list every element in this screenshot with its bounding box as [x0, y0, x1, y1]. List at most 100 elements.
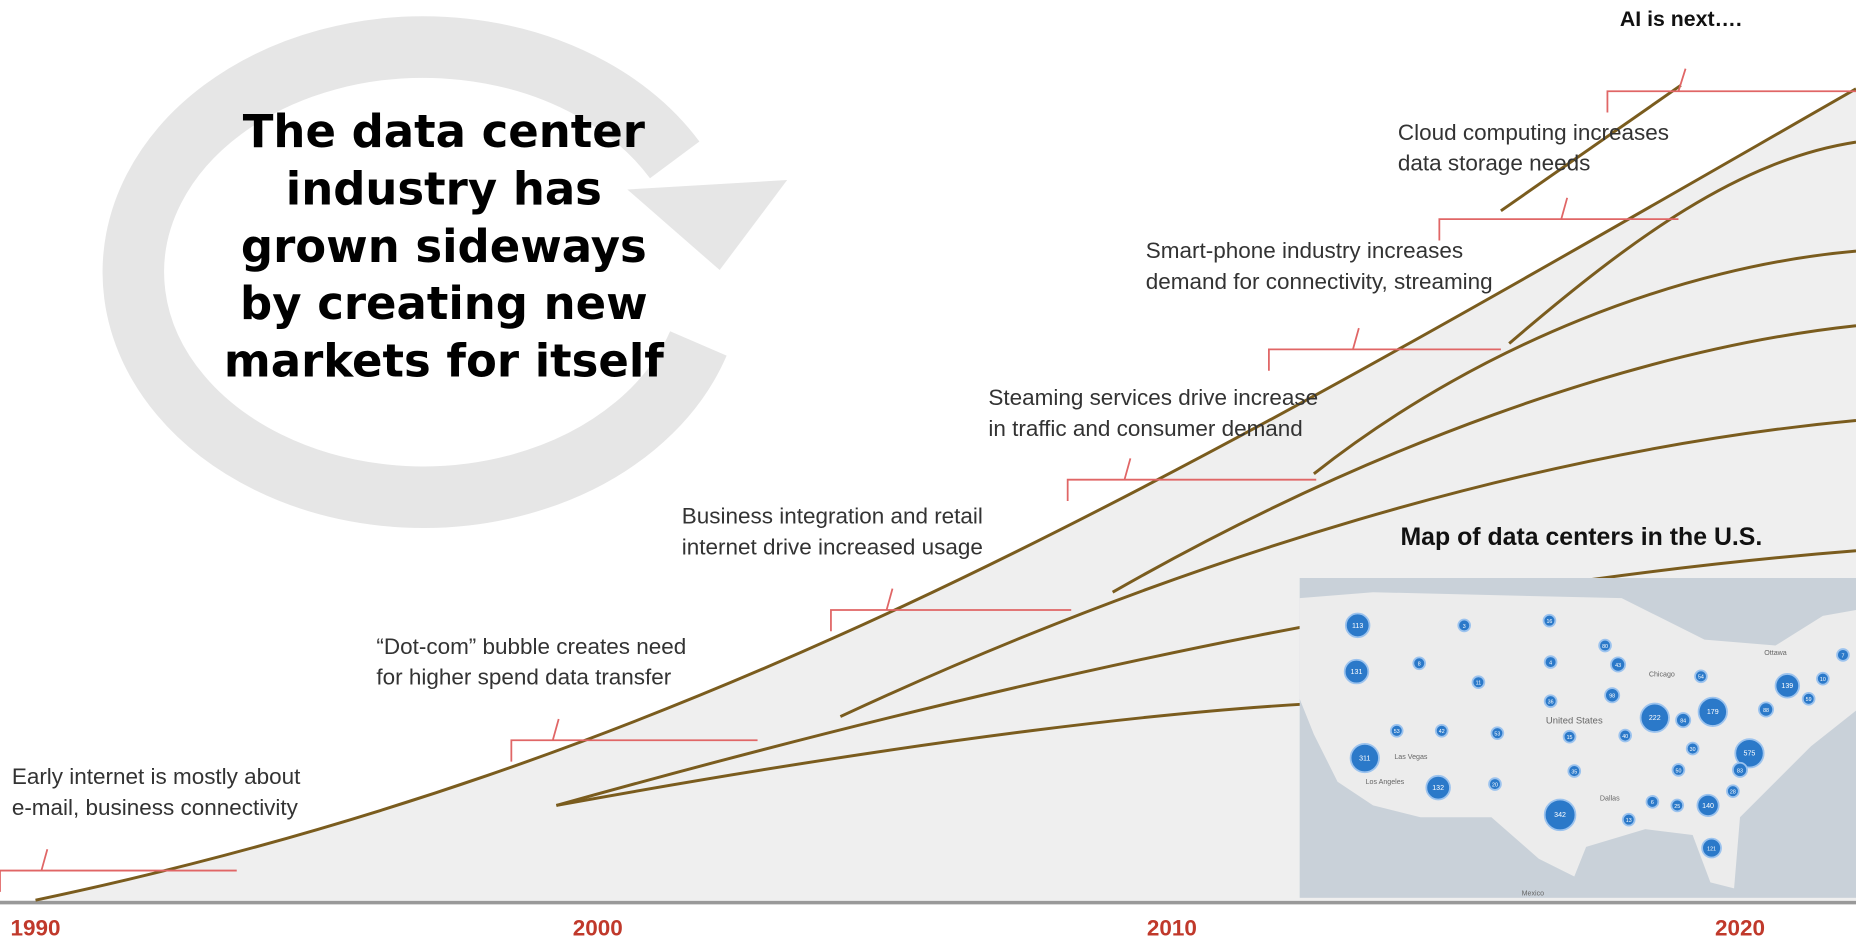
- map-cluster: [1543, 798, 1577, 832]
- map-cluster: [1490, 726, 1505, 740]
- cluster-count: 53: [1394, 729, 1400, 735]
- callout-line: markets for itself: [224, 335, 664, 388]
- cluster-count: 10: [1820, 677, 1826, 683]
- map-cluster: [1685, 741, 1700, 756]
- map-cluster: [1734, 738, 1765, 769]
- year-label: 2020: [1715, 916, 1765, 941]
- map-cluster: [1604, 687, 1621, 704]
- bracket: [1268, 327, 1501, 371]
- curve: [35, 87, 1856, 902]
- cluster-count: 131: [1351, 668, 1363, 676]
- map-cluster: [1671, 763, 1686, 777]
- cluster-count: 43: [1615, 663, 1621, 669]
- curve: [555, 549, 1856, 807]
- map-place: Chicago: [1649, 670, 1675, 678]
- map-place: Mexico: [1522, 889, 1545, 897]
- map-cluster: [1836, 648, 1850, 662]
- ai-line: [1500, 84, 1682, 213]
- milestone-text: for higher spend data transfer: [376, 665, 671, 690]
- cluster-count: 575: [1744, 750, 1756, 758]
- curve: [1312, 249, 1856, 475]
- map-cluster: [1457, 618, 1472, 633]
- milestone-text: in traffic and consumer demand: [988, 416, 1302, 441]
- bracket: [0, 849, 237, 892]
- map-place: Ottawa: [1764, 649, 1787, 657]
- callout-line: by creating new: [240, 277, 648, 330]
- cluster-count: 113: [1352, 622, 1363, 630]
- bracket: [1438, 197, 1679, 241]
- map-cluster: [1726, 784, 1740, 799]
- map-cluster: [1567, 764, 1582, 778]
- map-cluster: [1645, 795, 1660, 809]
- map-cluster: [1343, 658, 1370, 685]
- cluster-count: 28: [1730, 790, 1736, 796]
- cluster-count: 222: [1649, 714, 1661, 722]
- cluster-count: 20: [1492, 782, 1498, 788]
- map-cluster: [1425, 774, 1451, 801]
- map-cluster: [1543, 694, 1558, 708]
- cluster-count: 30: [1690, 747, 1696, 753]
- cluster-count: 179: [1707, 708, 1719, 716]
- cluster-count: 8: [1418, 662, 1421, 668]
- cluster-count: 7: [1841, 653, 1844, 659]
- map-place: United States: [1546, 716, 1603, 727]
- milestone-text: Early internet is mostly about: [12, 764, 301, 789]
- map-cluster: [1610, 656, 1627, 673]
- map-cluster: [1344, 612, 1371, 639]
- callout-line: The data center: [243, 105, 646, 158]
- cluster-count: 42: [1439, 729, 1445, 735]
- milestone-text: internet drive increased usage: [682, 534, 983, 559]
- cluster-count: 132: [1432, 784, 1444, 792]
- milestone-text: e-mail, business connectivity: [12, 795, 299, 820]
- milestone-text: Smart-phone industry increases: [1146, 238, 1463, 263]
- bracket: [510, 718, 758, 762]
- map-cluster: [1697, 696, 1728, 727]
- map-cluster: [1412, 656, 1427, 671]
- milestone-text: data storage needs: [1398, 151, 1590, 176]
- curve: [556, 702, 1314, 807]
- callout-line: grown sideways: [241, 220, 647, 273]
- year-label: 1990: [11, 916, 61, 941]
- milestone-text: demand for connectivity, streaming: [1146, 269, 1493, 294]
- map-cluster: [1801, 692, 1816, 706]
- map-place: Dallas: [1600, 795, 1620, 803]
- year-label: 2010: [1147, 916, 1197, 941]
- cluster-count: 11: [1476, 681, 1482, 687]
- map-cluster: [1349, 742, 1380, 774]
- map-cluster: [1488, 777, 1502, 791]
- map: United States Mexico Las Vegas Los Angeles D…: [1299, 578, 1856, 898]
- milestone-text: “Dot-com” bubble creates need: [376, 634, 686, 659]
- cluster-count: 40: [1622, 734, 1628, 740]
- ai-label: AI is next….: [1620, 7, 1742, 31]
- cluster-count: 84: [1680, 719, 1686, 725]
- map-place: Los Angeles: [1366, 778, 1405, 786]
- map-cluster: [1639, 702, 1670, 733]
- cycle-arrow: [102, 16, 727, 528]
- cluster-count: 54: [1698, 675, 1704, 681]
- cluster-count: 139: [1781, 682, 1793, 690]
- cluster-count: 13: [1626, 818, 1632, 824]
- map-cluster: [1598, 638, 1612, 653]
- bracket: [830, 588, 1072, 632]
- milestone-text: Cloud computing increases: [1398, 120, 1669, 145]
- bracket: [1606, 68, 1856, 113]
- year-label: 2000: [573, 916, 623, 941]
- milestone-text: Steaming services drive increase: [988, 385, 1318, 410]
- cluster-count: 121: [1707, 846, 1716, 852]
- cluster-count: 83: [1737, 768, 1743, 774]
- cluster-count: 88: [1763, 708, 1769, 714]
- map-place: Las Vegas: [1394, 753, 1428, 761]
- cluster-count: 36: [1548, 700, 1554, 706]
- map-cluster: [1732, 761, 1748, 778]
- cluster-count: 311: [1359, 754, 1370, 762]
- cluster-count: 16: [1546, 619, 1552, 625]
- map-cluster: [1618, 728, 1632, 743]
- cycle-arrowhead: [627, 180, 788, 271]
- map-cluster: [1816, 671, 1830, 686]
- cluster-count: 50: [1675, 768, 1681, 774]
- cluster-count: 4: [1549, 660, 1552, 666]
- map-cluster: [1471, 675, 1486, 690]
- map-cluster: [1542, 613, 1557, 628]
- map-cluster: [1434, 723, 1449, 738]
